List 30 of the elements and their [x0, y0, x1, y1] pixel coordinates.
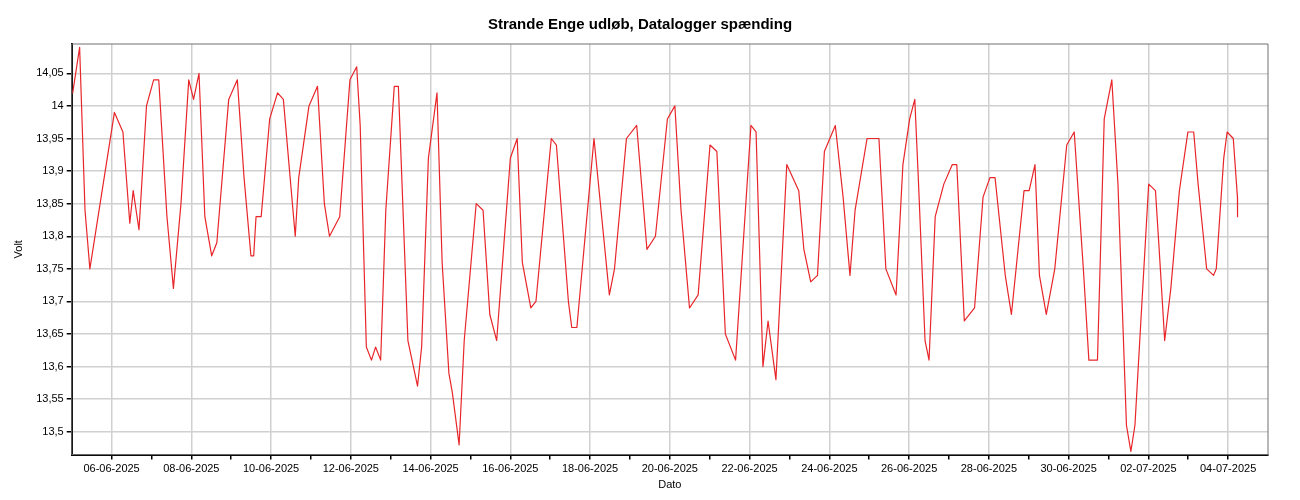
- y-axis-title: Volt: [11, 240, 24, 259]
- x-tick-label: 26-06-2025: [880, 462, 938, 475]
- x-tick-label: 06-06-2025: [83, 462, 140, 475]
- x-tick-label: 24-06-2025: [801, 462, 858, 475]
- x-tick-label: 16-06-2025: [482, 462, 539, 475]
- x-tick-label: 28-06-2025: [960, 462, 1018, 475]
- x-tick-label: 14-06-2025: [402, 462, 459, 475]
- x-tick-label: 10-06-2025: [242, 462, 300, 475]
- y-tick-label: 13,85: [36, 196, 64, 209]
- y-tick-label: 13,55: [36, 392, 64, 405]
- y-tick-label: 13,7: [42, 294, 64, 307]
- y-tick-label: 14: [51, 98, 64, 111]
- y-tick-label: 13,75: [36, 261, 64, 274]
- y-tick-label: 13,6: [42, 359, 64, 372]
- x-tick-label: 12-06-2025: [322, 462, 379, 475]
- y-tick-label: 13,65: [36, 327, 64, 340]
- x-axis-title: Dato: [658, 478, 682, 491]
- chart-title: Strande Enge udløb, Datalogger spænding: [487, 15, 793, 33]
- y-tick-label: 13,8: [42, 229, 64, 242]
- x-tick-label: 18-06-2025: [561, 462, 619, 475]
- y-tick-label: 13,5: [42, 424, 64, 437]
- x-tick-label: 30-06-2025: [1040, 462, 1097, 475]
- y-tick-label: 13,95: [36, 131, 64, 144]
- x-tick-label: 22-06-2025: [721, 462, 778, 475]
- x-tick-label: 08-06-2025: [163, 462, 220, 475]
- y-tick-label: 14,05: [36, 66, 64, 79]
- x-tick-label: 20-06-2025: [641, 462, 698, 475]
- y-tick-label: 13,9: [42, 164, 64, 177]
- x-tick-label: 02-07-2025: [1120, 462, 1177, 475]
- x-tick-label: 04-07-2025: [1199, 462, 1257, 475]
